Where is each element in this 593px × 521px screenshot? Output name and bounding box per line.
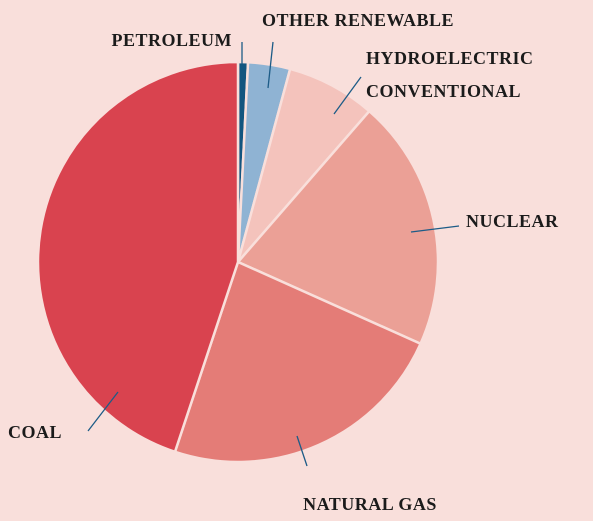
pie-slice [235, 109, 440, 346]
slice-label: HYDROELECTRIC CONVENTIONAL [366, 48, 534, 101]
leader-line [296, 435, 308, 467]
leader-line [87, 391, 119, 432]
slice-label: OTHER RENEWABLE [262, 10, 455, 30]
slice-label: PETROLEUM [111, 30, 232, 50]
slice-label: NATURAL GAS [303, 494, 437, 514]
slice-label: COAL [8, 422, 63, 442]
slice-label: NUCLEAR [466, 211, 559, 231]
pie-slice [36, 60, 240, 454]
leader-line [410, 225, 460, 233]
pie-slice [173, 260, 423, 464]
leader-line [333, 76, 362, 115]
leader-line [267, 41, 274, 89]
